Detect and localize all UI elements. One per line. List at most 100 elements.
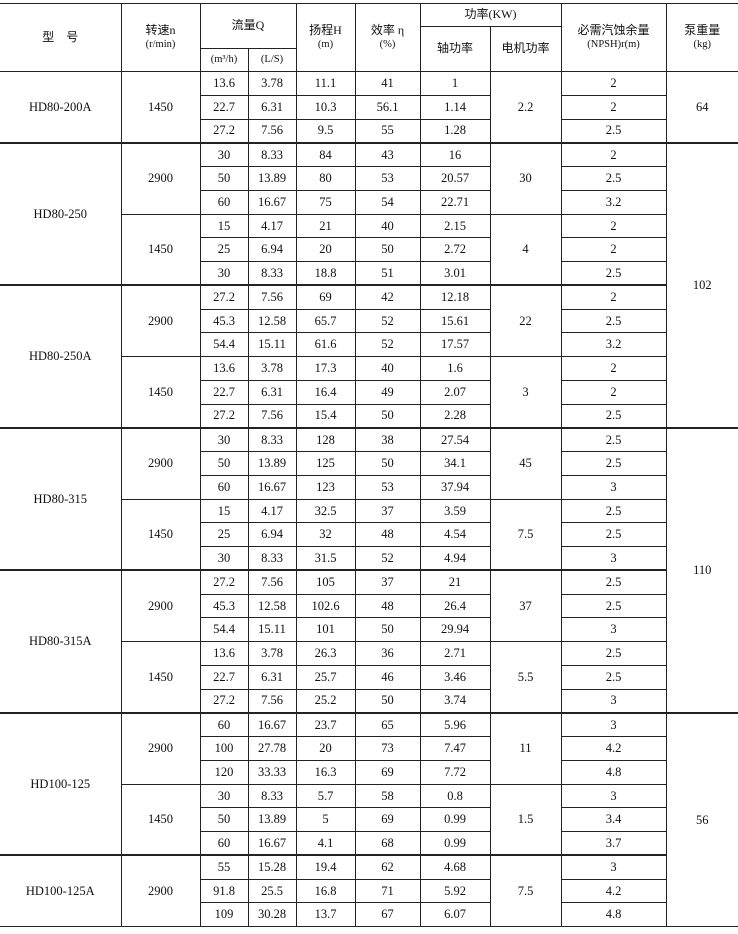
head-cell: 16.8 [295,878,356,904]
table-row: HD80-315A 2900 27.2 7.56 105 37 21 37 2.5 [0,569,738,714]
head-cell: 25.2 [295,688,356,714]
flow-ls-cell: 7.56 [247,403,297,429]
head-cell: 17.3 [295,356,356,381]
head-cell: 65.7 [295,308,356,334]
shaft-power-cell: 4.94 [419,546,491,571]
flow-m3h-cell: 54.4 [200,332,249,357]
shaft-power-cell: 21 [419,569,491,595]
shaft-power-cell: 4.54 [419,522,491,547]
npsh-cell: 4.8 [560,759,667,785]
flow-m3h-cell: 91.8 [200,878,249,904]
efficiency-cell: 50 [354,403,421,429]
motor-power-cell: 30 [489,142,562,215]
shaft-power-cell: 4.68 [419,854,491,880]
flow-ls-cell: 7.56 [247,284,297,310]
shaft-power-cell: 2.28 [419,403,491,429]
flow-m3h-cell: 60 [200,189,249,215]
flow-m3h-cell: 30 [200,546,249,571]
efficiency-cell: 43 [354,142,421,167]
shaft-power-cell: 3.01 [419,261,491,286]
flow-m3h-cell: 25 [200,522,249,547]
flow-ls-cell: 13.89 [247,451,297,476]
shaft-power-cell: 22.71 [419,189,491,215]
flow-ls-cell: 6.31 [247,379,297,405]
flow-m3h-cell: 50 [200,807,249,832]
head-cell: 20 [295,237,356,262]
efficiency-cell: 53 [354,474,421,500]
head-cell: 80 [295,166,356,191]
motor-power-cell: 1.5 [489,783,562,856]
flow-ls-cell: 15.11 [247,617,297,642]
shaft-power-cell: 0.99 [419,831,491,856]
npsh-cell: 3 [560,617,667,642]
flow-ls-cell: 7.56 [247,569,297,595]
efficiency-cell: 58 [354,783,421,809]
table-row: 1450 13.6 3.78 26.3 36 2.71 5.5 2.5 [0,640,738,714]
motor-power-cell: 45 [489,427,562,500]
table-row: 50 13.89 80 53 20.57 2.5 [0,166,738,191]
table-row: 45.3 12.58 102.6 48 26.4 2.5 [0,593,738,619]
table-row: 60 16.67 123 53 37.94 3 [0,474,738,500]
shaft-power-cell: 2.07 [419,379,491,405]
efficiency-cell: 54 [354,189,421,215]
head-cell: 13.7 [295,902,356,927]
npsh-cell: 3.2 [560,332,667,357]
table-header: 型 号 转速n (r/min) 流量Q 扬程H (m) 效率 η (%) 功率(KW)… [0,3,738,72]
npsh-cell: 2.5 [560,118,667,144]
header-npsh: 必需汽蚀余量 (NPSH)r(m) [560,3,667,72]
head-cell: 84 [295,142,356,167]
shaft-power-cell: 12.18 [419,284,491,310]
table-row: HD100-125A 2900 55 15.28 19.4 62 4.68 7.5 3 [0,854,738,928]
shaft-power-cell: 7.47 [419,736,491,761]
flow-ls-cell: 8.33 [247,783,297,809]
head-cell: 26.3 [295,641,356,666]
flow-m3h-cell: 22.7 [200,379,249,405]
npsh-cell: 2 [560,94,667,120]
speed-cell: 2900 [120,427,201,500]
head-cell: 23.7 [295,712,356,737]
efficiency-cell: 52 [354,332,421,357]
efficiency-cell: 50 [354,237,421,262]
efficiency-cell: 69 [354,759,421,785]
model-cell: HD80-250 [0,142,122,286]
flow-m3h-cell: 45.3 [200,308,249,334]
flow-ls-cell: 15.11 [247,332,297,357]
shaft-power-cell: 17.57 [419,332,491,357]
head-cell: 5.7 [295,783,356,809]
efficiency-cell: 62 [354,854,421,880]
npsh-cell: 2.5 [560,427,667,452]
motor-power-cell: 11 [489,712,562,785]
flow-m3h-cell: 25 [200,237,249,262]
efficiency-cell: 53 [354,166,421,191]
table-row: 22.7 6.31 25.7 46 3.46 2.5 [0,664,738,690]
head-cell: 31.5 [295,546,356,571]
table-row: 1450 30 8.33 5.7 58 0.8 1.5 3 [0,783,738,856]
flow-ls-cell: 13.89 [247,807,297,832]
npsh-cell: 2.5 [560,593,667,619]
efficiency-cell: 51 [354,261,421,286]
speed-label: 转速n [145,22,176,37]
flow-m3h-cell: 22.7 [200,94,249,120]
shaft-power-cell: 5.92 [419,878,491,904]
npsh-cell: 2 [560,142,667,167]
flow-m3h-cell: 27.2 [200,403,249,429]
efficiency-cell: 37 [354,569,421,595]
flow-ls-cell: 8.33 [247,546,297,571]
efficiency-cell: 65 [354,712,421,737]
npsh-cell: 2.5 [560,641,667,666]
flow-m3h-cell: 55 [199,854,249,880]
shaft-power-cell: 27.54 [419,427,491,452]
speed-cell: 1450 [121,640,201,714]
efficiency-cell: 52 [354,308,421,334]
table-row: 100 27.78 20 73 7.47 4.2 [0,736,738,761]
flow-m3h-cell: 13.6 [199,356,249,381]
shaft-power-cell: 1.28 [419,118,491,144]
efficiency-cell: 67 [354,902,421,927]
speed-cell: 2900 [120,284,201,358]
efficiency-cell: 50 [354,688,421,714]
head-cell: 101 [295,617,356,642]
efficiency-cell: 49 [354,379,421,405]
head-cell: 21 [295,213,356,239]
weight-cell: 102 [665,142,738,429]
flow-ls-cell: 3.78 [247,356,297,381]
